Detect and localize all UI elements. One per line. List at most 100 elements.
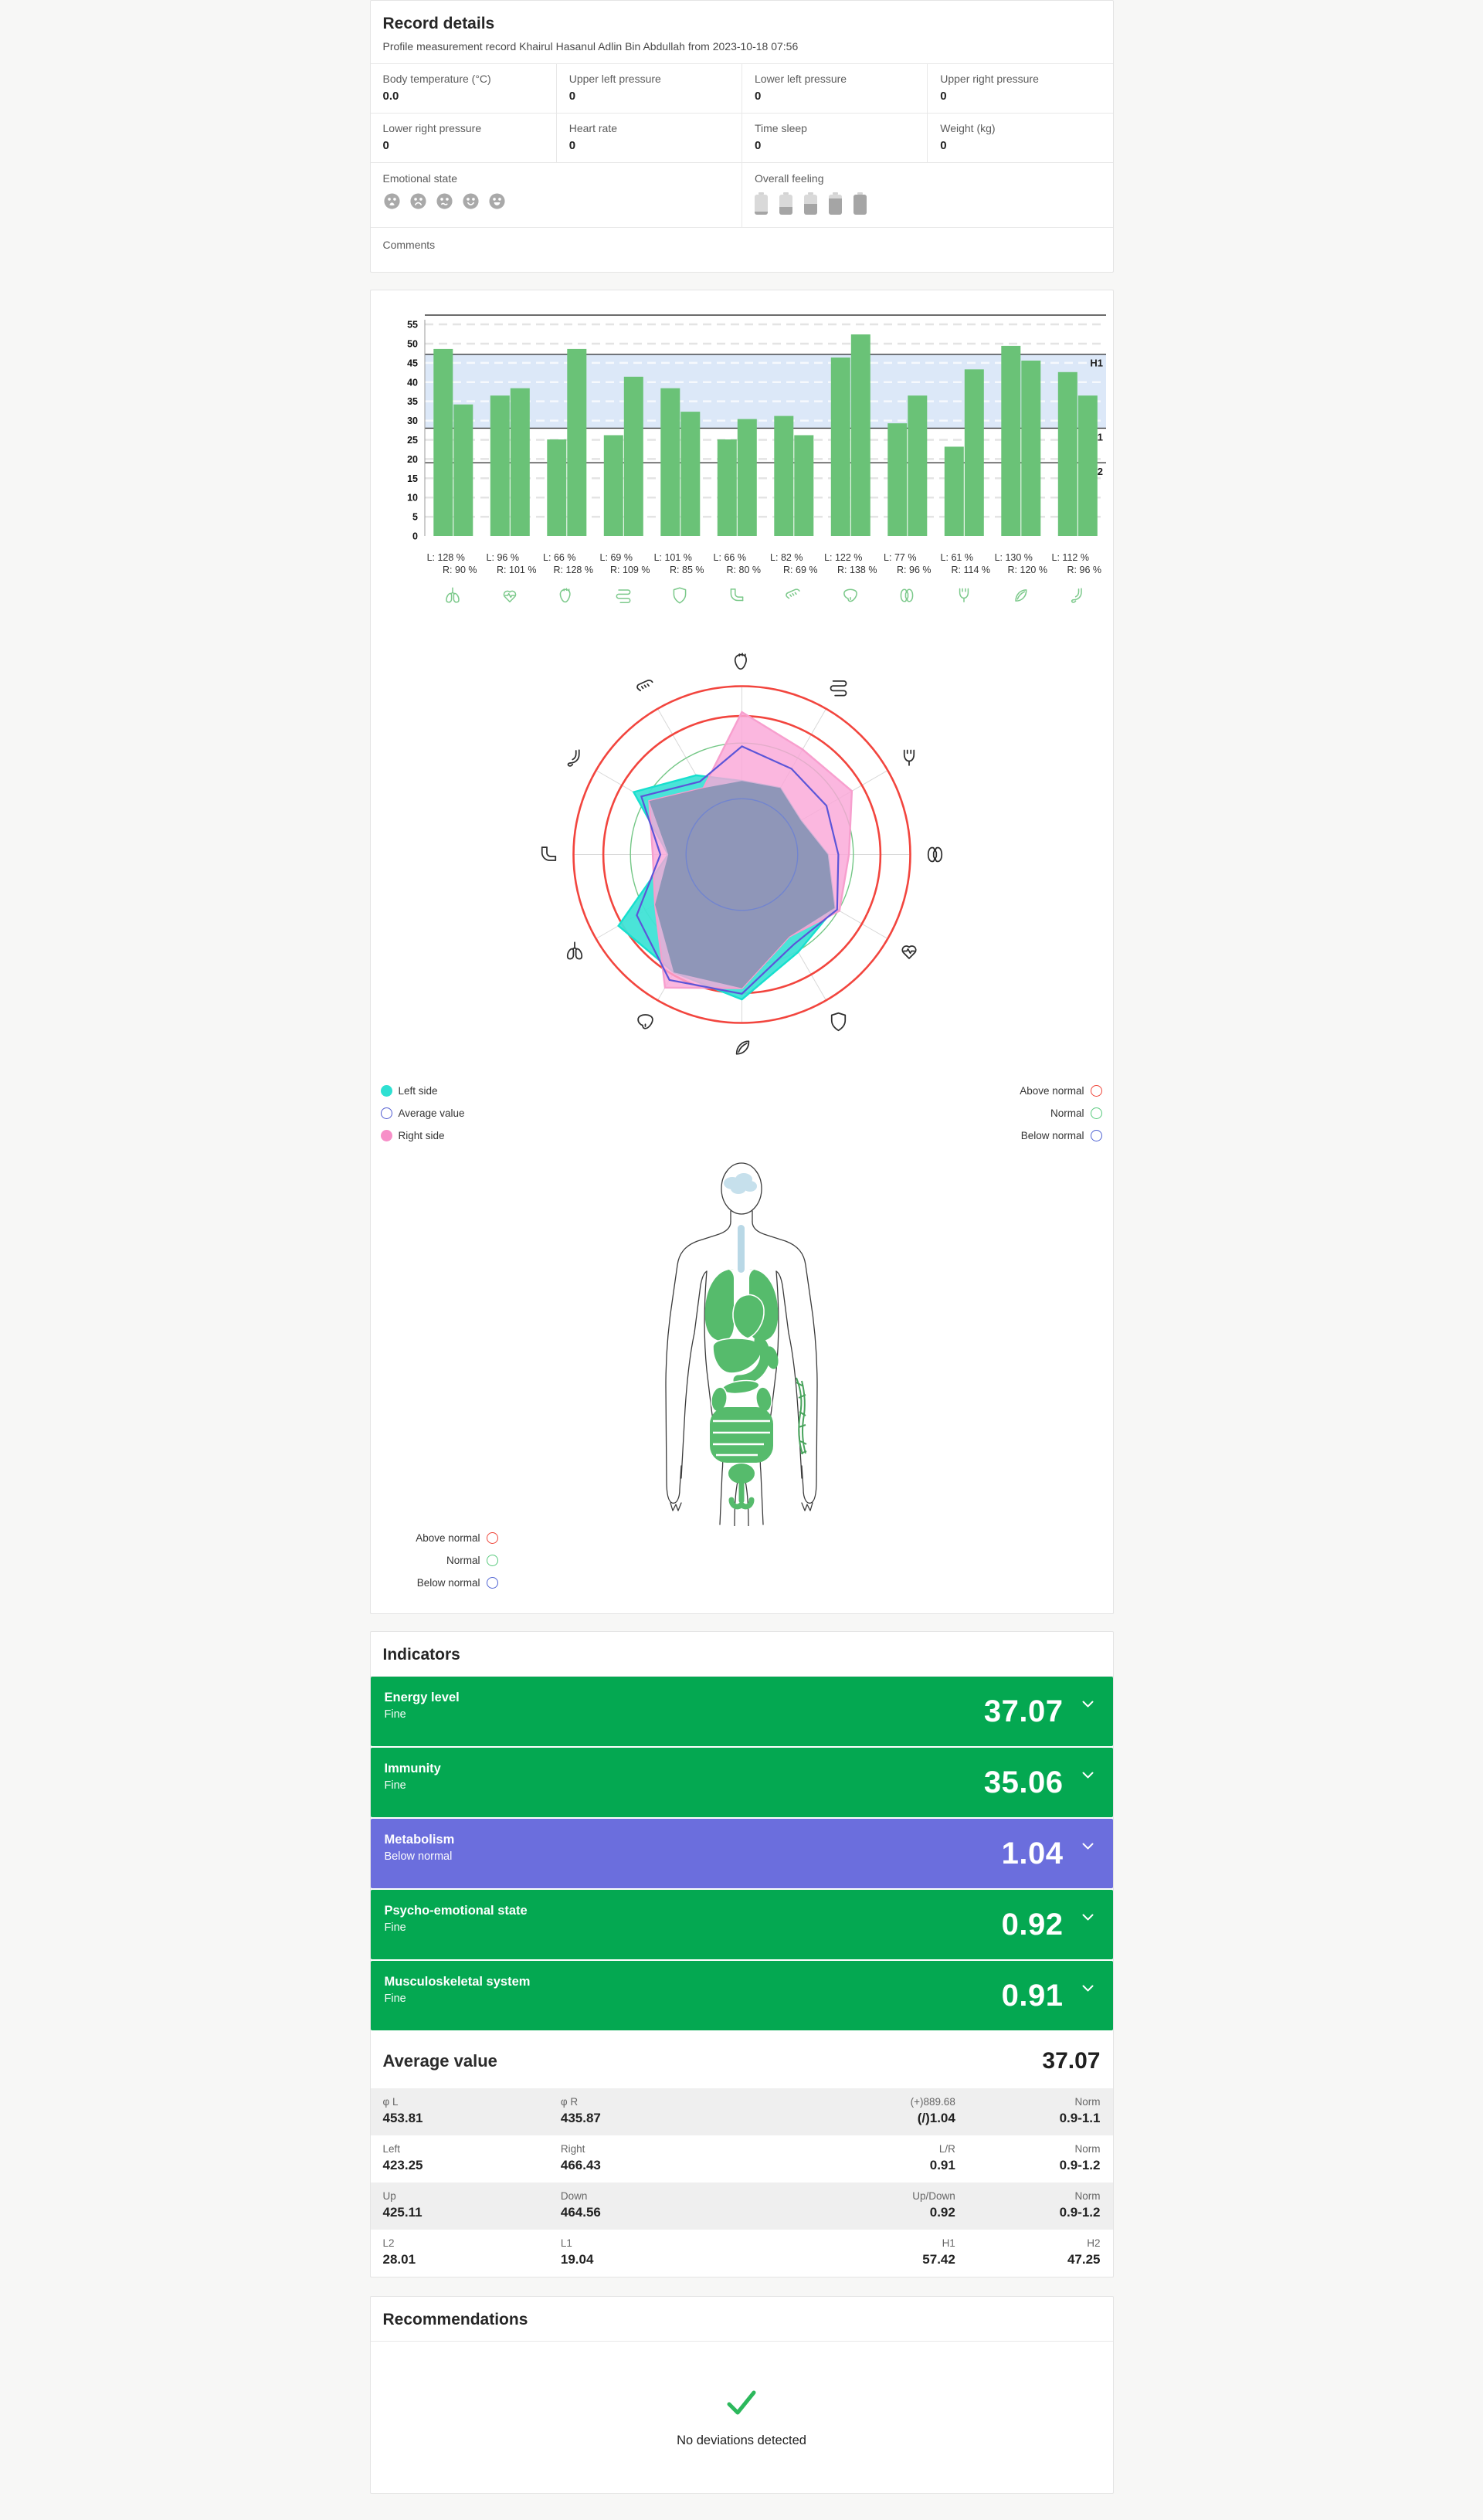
cell-label: Norm xyxy=(1074,2190,1101,2202)
radar-pancreas-icon xyxy=(636,680,653,692)
table-cell: L/R 0.91 xyxy=(776,2143,955,2173)
recommendations-title: Recommendations xyxy=(382,2311,528,2328)
cell-label: H2 xyxy=(1087,2237,1101,2249)
bar-right-colon xyxy=(737,419,757,536)
bar-label-stomach: L: 112 % R: 96 % xyxy=(1051,552,1101,575)
chevron-down-icon[interactable] xyxy=(1082,1701,1094,1708)
indicator-status: Below normal xyxy=(384,1850,453,1863)
radar-bladder-icon xyxy=(903,749,915,766)
indicator-row-psycho-emotional-state[interactable]: Psycho-emotional state Fine 0.92 xyxy=(370,1890,1113,1959)
emoji-happy-icon[interactable] xyxy=(462,192,480,210)
cell-value: 466.43 xyxy=(560,2158,601,2172)
field-lower-left-pressure: Lower left pressure 0 xyxy=(742,63,928,113)
cell-value: (/)1.04 xyxy=(917,2111,955,2125)
indicator-row-immunity[interactable]: Immunity Fine 35.06 xyxy=(370,1748,1113,1817)
bar-left-spleen xyxy=(1000,345,1020,536)
battery-level-3-icon[interactable] xyxy=(804,192,817,215)
svg-text:10: 10 xyxy=(407,493,418,504)
radar-average xyxy=(635,745,840,995)
body-map-legend: Above normal Normal Below normal xyxy=(371,1526,1113,1593)
emotional-state-cell: Emotional state xyxy=(371,163,742,227)
cell-value: 0.9-1.2 xyxy=(1059,2205,1101,2220)
emoji-wry-icon[interactable] xyxy=(436,192,453,210)
cell-value: 0.92 xyxy=(929,2205,955,2220)
svg-text:40: 40 xyxy=(407,377,418,388)
svg-text:H1: H1 xyxy=(1090,358,1103,369)
radar-kidneys-icon xyxy=(927,846,942,863)
cell-label: H1 xyxy=(942,2237,955,2249)
legend-label: Normal xyxy=(1050,1107,1084,1119)
field-upper-right-pressure: Upper right pressure 0 xyxy=(927,63,1113,113)
bar-label-heart: L: 66 % R: 128 % xyxy=(543,552,593,575)
cell-value: 28.01 xyxy=(382,2252,416,2267)
bar-label-spleen: L: 130 % R: 120 % xyxy=(994,552,1047,575)
bar-label-cardio-heart: L: 96 % R: 101 % xyxy=(486,552,537,575)
field-label: Upper right pressure xyxy=(940,73,1039,85)
legend-marker xyxy=(486,1532,498,1544)
colon-icon xyxy=(708,585,765,605)
bladder-icon xyxy=(935,585,993,605)
chevron-down-icon[interactable] xyxy=(1082,1843,1094,1850)
svg-text:5: 5 xyxy=(412,512,418,523)
radar-legend-series: Left side Average value Right side xyxy=(380,1084,465,1143)
table-row-4: L2 28.01 L1 19.04 H1 57.42 H2 47.25 xyxy=(371,2230,1113,2277)
legend-item-above-normal: Above normal xyxy=(381,1531,498,1545)
battery-level-2-icon[interactable] xyxy=(779,192,792,215)
indicator-row-energy-level[interactable]: Energy level Fine 37.07 xyxy=(370,1677,1113,1746)
cell-value: 435.87 xyxy=(560,2111,601,2125)
table-row-3: Up 425.11 Down 464.56 Up/Down 0.92 Norm 0.9-1.2 xyxy=(370,2183,1113,2230)
cell-label: Down xyxy=(560,2190,588,2202)
table-cell: Left 423.25 xyxy=(383,2143,561,2173)
table-cell: H1 57.42 xyxy=(776,2237,955,2267)
indicators-table: φ L 453.81 φ R 435.87 (+)889.68 (/)1.04 Norm 0.… xyxy=(370,2088,1113,2277)
chevron-down-icon[interactable] xyxy=(1082,1914,1094,1921)
cell-label: Norm xyxy=(1074,2096,1101,2108)
field-value: 0 xyxy=(755,90,762,103)
legend-label: Below normal xyxy=(416,1577,480,1589)
trachea xyxy=(738,1225,745,1273)
chevron-down-icon[interactable] xyxy=(1082,1985,1094,1992)
legend-marker xyxy=(380,1130,392,1141)
chevron-down-icon[interactable] xyxy=(1082,1772,1094,1779)
recommendations-message: No deviations detected xyxy=(677,2434,806,2447)
indicator-value: 0.91 xyxy=(1001,1978,1064,2013)
feelings-row: Emotional state Overall feeling xyxy=(370,162,1113,227)
radar-stomach-icon xyxy=(567,749,580,767)
battery-level-1-icon[interactable] xyxy=(755,192,768,215)
bar-percent-labels: L: 128 % R: 90 % L: 96 % R: 101 % L: 66 % R: … xyxy=(425,551,1106,576)
indicator-row-metabolism[interactable]: Metabolism Below normal 1.04 xyxy=(370,1819,1113,1888)
field-label: Lower left pressure xyxy=(755,73,847,85)
average-value-label: Average value xyxy=(382,2051,497,2071)
table-cell: φ R 435.87 xyxy=(561,2096,776,2126)
emoji-sad-icon[interactable] xyxy=(409,192,427,210)
bar-label-bladder: L: 61 % R: 114 % xyxy=(940,552,990,575)
cell-label: L2 xyxy=(382,2237,395,2249)
field-label: Weight (kg) xyxy=(940,122,996,134)
legend-label: Left side xyxy=(398,1085,438,1097)
bar-right-kidneys xyxy=(907,395,927,536)
indicator-value: 35.06 xyxy=(983,1765,1064,1799)
battery-level-4-icon[interactable] xyxy=(829,192,842,215)
cell-label: Left xyxy=(382,2143,401,2155)
cell-value: 0.9-1.2 xyxy=(1059,2158,1101,2172)
battery-level-5-icon[interactable] xyxy=(853,192,867,215)
svg-text:50: 50 xyxy=(407,338,418,349)
indicator-row-musculoskeletal-system[interactable]: Musculoskeletal system Fine 0.91 xyxy=(370,1961,1113,2030)
legend-marker xyxy=(380,1085,392,1097)
emoji-very-sad-icon[interactable] xyxy=(383,192,401,210)
bar-label-colon: L: 66 % R: 80 % xyxy=(713,552,761,575)
cell-value: 464.56 xyxy=(560,2205,601,2220)
radar-legend: Left side Average value Right side Above n… xyxy=(371,1073,1113,1143)
field-weight-kg-: Weight (kg) 0 xyxy=(927,113,1113,162)
field-upper-left-pressure: Upper left pressure 0 xyxy=(555,63,742,113)
table-cell: Up 425.11 xyxy=(383,2190,561,2220)
legend-label: Average value xyxy=(398,1107,465,1119)
comments-label: Comments xyxy=(382,239,436,251)
table-cell: Norm 0.9-1.2 xyxy=(955,2143,1101,2173)
record-fields-grid: Body temperature (°C) 0.0 Upper left press… xyxy=(370,63,1113,162)
field-time-sleep: Time sleep 0 xyxy=(742,113,928,162)
record-details-card: Record details Profile measurement recor… xyxy=(369,0,1114,273)
emoji-very-happy-icon[interactable] xyxy=(488,192,506,210)
bar-left-lungs xyxy=(433,348,453,536)
svg-text:15: 15 xyxy=(407,473,418,484)
